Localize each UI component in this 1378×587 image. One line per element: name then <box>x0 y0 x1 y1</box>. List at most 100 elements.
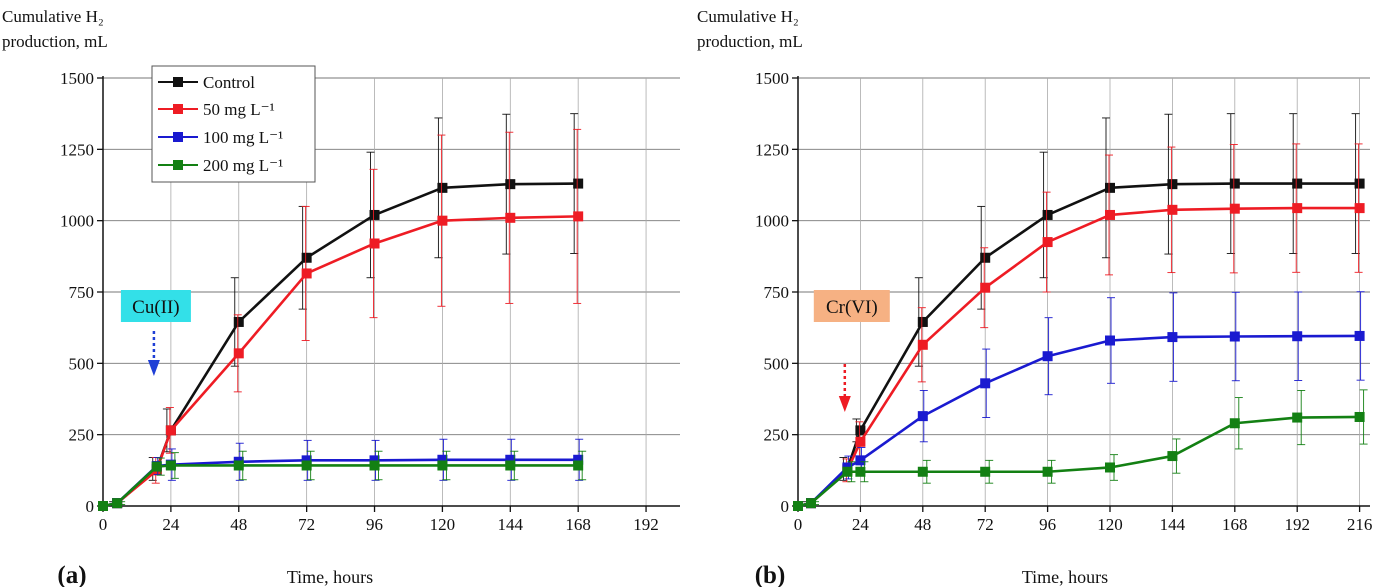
data-point <box>980 252 991 263</box>
series-line <box>797 182 1360 508</box>
data-point <box>855 425 866 436</box>
data-point <box>917 316 928 327</box>
data-point <box>573 460 584 471</box>
data-point <box>112 498 123 509</box>
y-tick-label: 1000 <box>755 212 789 231</box>
data-point <box>1229 178 1240 189</box>
data-point <box>1042 351 1053 362</box>
data-point <box>855 455 866 466</box>
series-3 <box>98 450 587 511</box>
x-tick-label: 120 <box>430 515 456 534</box>
data-point <box>1167 332 1178 343</box>
annotation-box <box>120 290 191 322</box>
annotation-label: Cr(VI) <box>826 297 878 318</box>
x-tick-label: 168 <box>1222 515 1248 534</box>
data-point <box>1354 178 1365 189</box>
data-point <box>301 268 312 279</box>
x-tick-label: 216 <box>1347 515 1373 534</box>
data-point <box>1167 451 1178 462</box>
series-line <box>797 206 1360 508</box>
data-point <box>233 460 244 471</box>
data-point <box>1167 204 1178 215</box>
x-axis-label: Time, hours <box>1022 567 1108 587</box>
y-tick-label: 1250 <box>60 140 94 159</box>
data-point <box>369 455 380 466</box>
x-tick-label: 24 <box>852 515 870 534</box>
data-point <box>855 466 866 477</box>
annotation: Cr(VI) <box>813 290 890 412</box>
legend-label-100mg: 100 mg L⁻¹ <box>203 128 283 147</box>
legend-item-control: Control <box>158 73 255 92</box>
x-tick-label: 24 <box>162 515 180 534</box>
data-point <box>1229 331 1240 342</box>
legend-swatch-marker <box>173 132 183 142</box>
data-point <box>980 466 991 477</box>
data-point <box>806 498 816 509</box>
y-tick-label: 750 <box>764 283 790 302</box>
legend-swatch-marker <box>173 77 183 87</box>
y-axis-label-line-1: Cumulative H₂ <box>2 7 104 26</box>
data-point <box>437 215 448 226</box>
series-line <box>797 334 1360 508</box>
data-point <box>1354 203 1365 214</box>
series-line <box>102 464 579 508</box>
data-point <box>98 501 108 511</box>
y-axis-label-line-1: Cumulative H₂ <box>697 7 799 26</box>
data-point <box>437 454 448 465</box>
chart-panel-a: Cumulative H₂ production, mL Time, hours… <box>2 7 680 587</box>
y-tick-label: 250 <box>764 426 790 445</box>
data-point <box>980 282 991 293</box>
x-tick-label: 96 <box>1039 515 1056 534</box>
data-point <box>301 455 312 466</box>
plot-area-b: 0 250 500 750 1000 1250 1500 0 24 48 72 96 120 144 168… <box>755 69 1372 534</box>
data-point <box>1354 411 1365 422</box>
x-tick-label: 192 <box>1284 515 1310 534</box>
data-point <box>233 316 244 327</box>
chart-panel-b: Cumulative H₂ production, mL Time, hours… <box>697 7 1372 587</box>
y-tick-label: 1500 <box>755 69 789 88</box>
y-axis-label-line-2: production, mL <box>697 32 803 51</box>
legend-label-control: Control <box>203 73 255 92</box>
data-point <box>369 238 380 249</box>
data-point <box>437 460 448 471</box>
legend-item-50mg: 50 mg L⁻¹ <box>158 100 275 119</box>
x-tick-label: 48 <box>914 515 931 534</box>
data-point <box>1105 462 1115 473</box>
data-point <box>301 252 312 263</box>
legend-swatch-marker <box>173 104 183 114</box>
annotation: Cu(II) <box>120 290 191 376</box>
y-tick-label: 500 <box>764 354 790 373</box>
data-point <box>1354 330 1365 341</box>
legend-item-200mg: 200 mg L⁻¹ <box>158 156 283 175</box>
y-tick-label: 500 <box>69 354 95 373</box>
annotation-arrow-head <box>838 396 851 412</box>
data-point <box>301 460 312 471</box>
data-point <box>1105 209 1115 220</box>
x-tick-label: 144 <box>498 515 524 534</box>
data-point <box>165 425 176 436</box>
y-axis-label-line-2: production, mL <box>2 32 108 51</box>
series-line <box>102 215 579 508</box>
legend-swatch-marker <box>173 160 183 170</box>
data-point <box>369 209 380 220</box>
y-tick-label: 1000 <box>60 212 94 231</box>
series-3 <box>793 389 1368 511</box>
x-tick-label: 168 <box>565 515 591 534</box>
data-point <box>437 182 448 193</box>
series-1 <box>98 128 584 511</box>
y-tick-label: 750 <box>69 283 95 302</box>
x-tick-label: 72 <box>298 515 315 534</box>
data-point <box>980 378 991 389</box>
x-tick-label: 0 <box>794 515 803 534</box>
annotation-arrow-head <box>147 360 160 376</box>
data-point <box>1292 412 1303 423</box>
data-point <box>842 466 853 477</box>
data-point <box>505 212 516 223</box>
data-point <box>1042 237 1053 248</box>
data-point <box>917 411 928 422</box>
y-tick-label: 0 <box>86 497 95 516</box>
data-point <box>573 211 584 222</box>
legend-label-200mg: 200 mg L⁻¹ <box>203 156 283 175</box>
data-point <box>573 454 584 465</box>
